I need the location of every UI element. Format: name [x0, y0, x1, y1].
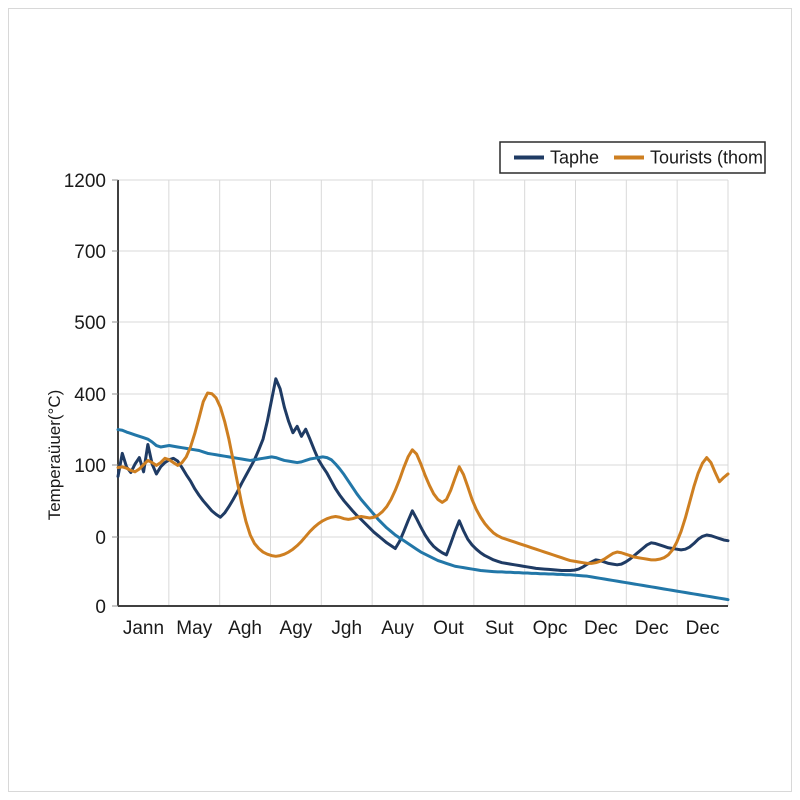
x-tick-label: Jgh [331, 618, 362, 639]
x-axis-tick-labels: Jann May Agh Agy Jgh Auy Out Sut Opc Dec Dec Dec [123, 618, 720, 639]
x-tick-label: Dec [635, 618, 669, 639]
y-tick-label: 400 [74, 385, 106, 406]
chart-legend: Taphe Tourists (thomadş [499, 141, 792, 174]
legend-label-1: Tourists (thomadş [650, 148, 792, 168]
x-tick-label: Jann [123, 618, 164, 639]
x-tick-label: May [176, 618, 212, 639]
x-tick-label: Dec [686, 618, 720, 639]
series-line-series-2 [116, 428, 730, 602]
y-tick-label: 100 [74, 456, 106, 477]
y-axis-title: Temperaüuer(°C) [45, 390, 64, 521]
y-tick-label: 700 [74, 242, 106, 263]
y-tick-label: 0 [95, 528, 106, 549]
x-tick-label: Auy [381, 618, 414, 639]
x-tick-label: Dec [584, 618, 618, 639]
legend-label-0: Taphe [550, 148, 599, 168]
y-tick-label: 1200 [64, 171, 106, 192]
y-tick-label: 0 [95, 597, 106, 618]
outer-frame-border [8, 8, 792, 792]
y-tick-label: 500 [74, 313, 106, 334]
x-tick-label: Out [433, 618, 464, 639]
y-axis-tick-labels: 1200 700 500 400 100 0 0 [64, 171, 118, 618]
x-tick-label: Opc [533, 618, 568, 639]
x-tick-label: Agy [280, 618, 313, 639]
x-tick-label: Sut [485, 618, 514, 639]
x-tick-label: Agh [228, 618, 262, 639]
series-line-tourists-thomad [116, 391, 730, 565]
data-series [116, 377, 730, 602]
series-line-taphe [116, 377, 730, 572]
